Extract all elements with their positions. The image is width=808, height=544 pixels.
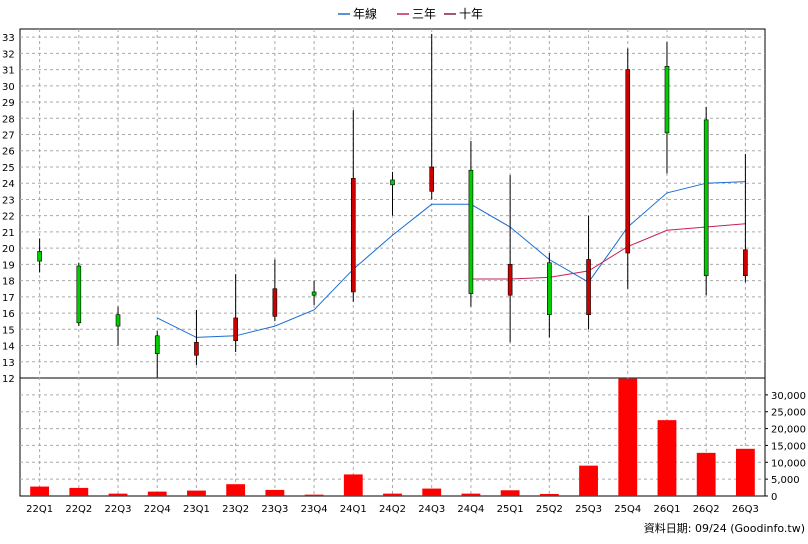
x-tick-label: 23Q4	[301, 504, 328, 515]
price-tick-label: 30	[2, 82, 15, 93]
candle-body-up	[311, 291, 317, 296]
price-tick-label: 28	[2, 114, 15, 125]
volume-tick-label: 15,000	[771, 441, 806, 452]
data-date-credit: 資料日期: 09/24 (Goodinfo.tw)	[644, 521, 805, 535]
price-tick-label: 19	[2, 260, 15, 271]
volume-bar	[579, 465, 598, 496]
volume-bar	[304, 494, 324, 496]
candle-body-down	[233, 317, 238, 341]
volume-tick-label: 5,000	[771, 475, 800, 486]
candle-body-up	[468, 169, 474, 294]
candle-body-up	[115, 314, 121, 327]
x-tick-label: 25Q3	[575, 504, 602, 515]
candle-body-up	[664, 66, 670, 134]
volume-bar	[147, 491, 167, 496]
volume-bar	[618, 378, 638, 496]
price-tick-label: 12	[2, 374, 15, 385]
candle-body-up	[547, 262, 552, 315]
series-line	[470, 223, 746, 280]
price-tick-label: 13	[2, 358, 15, 369]
volume-bar	[657, 420, 677, 496]
price-tick-label: 33	[2, 33, 15, 44]
candle-body-up	[703, 119, 709, 277]
x-tick-label: 25Q2	[536, 504, 563, 515]
candle-body-up	[390, 179, 395, 186]
price-tick-label: 25	[2, 163, 15, 174]
candle-body-down	[272, 288, 278, 317]
volume-tick-label: 25,000	[771, 408, 806, 419]
x-tick-label: 24Q3	[418, 504, 445, 515]
legend-label: 三年	[412, 7, 436, 21]
candle-body-down	[507, 264, 513, 296]
candle-body-up	[37, 251, 42, 262]
x-tick-label: 23Q1	[183, 504, 210, 515]
legend-label: 年線	[353, 6, 377, 21]
price-tick-label: 27	[2, 131, 15, 142]
volume-bar	[500, 490, 520, 496]
series-line	[156, 181, 746, 338]
candle-body-down	[625, 69, 631, 254]
candle-body-down	[194, 341, 199, 356]
volume-bar	[343, 474, 363, 496]
price-tick-label: 21	[2, 228, 15, 239]
x-tick-label: 24Q1	[340, 504, 367, 515]
volume-bar	[108, 493, 128, 496]
candle-body-down	[350, 178, 356, 293]
candle-body-down	[586, 259, 591, 315]
volume-tick-label: 10,000	[771, 458, 806, 469]
price-tick-label: 24	[2, 179, 15, 190]
volume-tick-label: 30,000	[771, 391, 806, 402]
volume-bar	[383, 493, 402, 496]
volume-bar	[226, 484, 246, 496]
price-tick-label: 29	[2, 98, 15, 109]
price-tick-label: 14	[2, 342, 15, 353]
volume-bar	[422, 488, 442, 496]
volume-bar	[69, 487, 89, 496]
price-tick-label: 15	[2, 325, 15, 336]
plot-area	[19, 28, 766, 497]
candle-body-up	[154, 335, 160, 354]
volume-bar	[539, 493, 559, 496]
price-tick-label: 31	[2, 66, 15, 77]
x-tick-label: 22Q2	[65, 504, 92, 515]
price-tick-label: 22	[2, 212, 15, 223]
price-tick-label: 26	[2, 147, 15, 158]
x-tick-label: 25Q4	[614, 504, 641, 515]
volume-bar	[696, 452, 716, 496]
x-tick-label: 24Q4	[457, 504, 484, 515]
x-tick-label: 25Q1	[497, 504, 524, 515]
price-tick-label: 23	[2, 195, 15, 206]
legend-label: 十年	[459, 7, 483, 21]
x-tick-label: 24Q2	[379, 504, 406, 515]
volume-tick-label: 0	[771, 492, 777, 503]
x-tick-label: 26Q1	[653, 504, 680, 515]
x-tick-label: 22Q3	[105, 504, 132, 515]
x-tick-label: 23Q2	[222, 504, 249, 515]
price-tick-label: 18	[2, 277, 15, 288]
volume-bar	[30, 486, 50, 496]
candle-body-down	[743, 249, 748, 277]
x-tick-label: 22Q4	[144, 504, 171, 515]
x-tick-label: 22Q1	[26, 504, 53, 515]
candle-body-down	[429, 166, 435, 192]
x-tick-label: 26Q2	[693, 504, 720, 515]
candle-body-up	[76, 265, 82, 324]
price-tick-label: 20	[2, 244, 15, 255]
price-tick-label: 32	[2, 49, 15, 60]
volume-bar	[187, 490, 206, 496]
volume-bar	[461, 493, 481, 496]
volume-bar	[735, 448, 755, 496]
volume-bar	[265, 489, 285, 496]
volume-tick-label: 20,000	[771, 425, 806, 436]
x-tick-label: 26Q3	[732, 504, 759, 515]
x-tick-label: 23Q3	[261, 504, 288, 515]
price-tick-label: 17	[2, 293, 15, 304]
price-tick-label: 16	[2, 309, 15, 320]
